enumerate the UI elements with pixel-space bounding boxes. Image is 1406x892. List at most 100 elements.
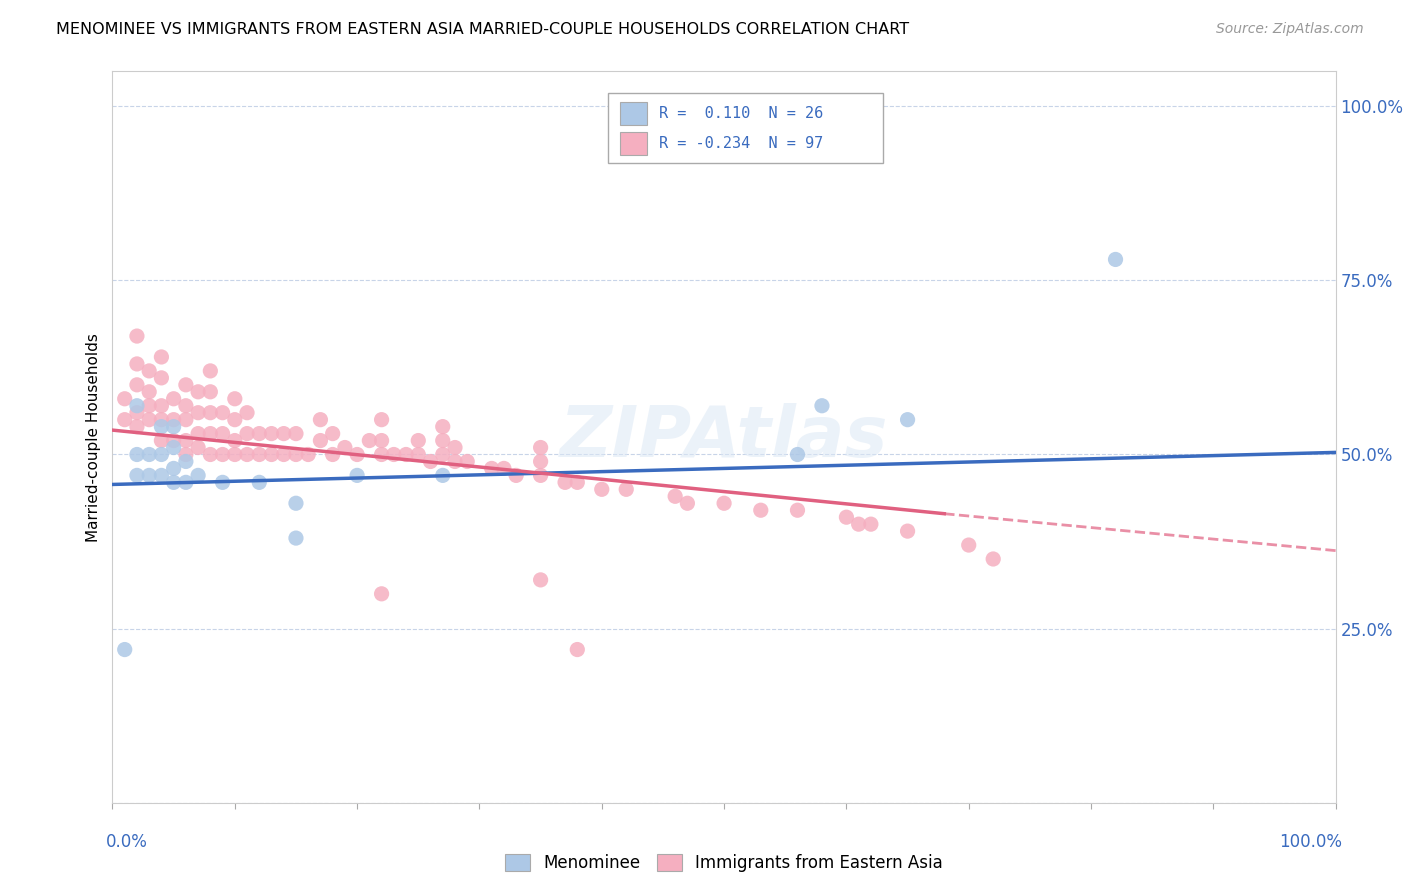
Point bbox=[211, 448, 233, 462]
Point bbox=[395, 448, 418, 462]
Point bbox=[125, 419, 148, 434]
Point bbox=[163, 475, 186, 490]
Point bbox=[284, 448, 308, 462]
Point bbox=[322, 426, 344, 441]
Point bbox=[432, 468, 454, 483]
Point bbox=[481, 461, 503, 475]
Point bbox=[419, 454, 441, 468]
Point bbox=[786, 448, 808, 462]
Y-axis label: Married-couple Households: Married-couple Households bbox=[86, 333, 101, 541]
Point bbox=[529, 573, 551, 587]
Point bbox=[174, 399, 197, 413]
Point bbox=[370, 587, 392, 601]
Point bbox=[1104, 252, 1126, 267]
Point bbox=[187, 468, 209, 483]
Point bbox=[163, 461, 186, 475]
Point bbox=[236, 426, 259, 441]
Point bbox=[432, 419, 454, 434]
Text: ZIPAtlas: ZIPAtlas bbox=[560, 402, 889, 472]
Point bbox=[125, 329, 148, 343]
Point bbox=[236, 448, 259, 462]
Point bbox=[150, 434, 173, 448]
Point bbox=[138, 412, 160, 426]
Point bbox=[284, 426, 308, 441]
Text: Source: ZipAtlas.com: Source: ZipAtlas.com bbox=[1216, 22, 1364, 37]
Point bbox=[174, 454, 197, 468]
Point bbox=[187, 406, 209, 420]
Point bbox=[614, 483, 637, 497]
Point bbox=[309, 412, 332, 426]
Point bbox=[163, 392, 186, 406]
FancyBboxPatch shape bbox=[620, 102, 647, 126]
Point bbox=[224, 434, 246, 448]
Point bbox=[138, 384, 160, 399]
Point bbox=[150, 399, 173, 413]
Point bbox=[187, 384, 209, 399]
Point bbox=[811, 399, 834, 413]
FancyBboxPatch shape bbox=[607, 94, 883, 162]
Point bbox=[749, 503, 772, 517]
Point bbox=[591, 483, 613, 497]
Text: 0.0%: 0.0% bbox=[107, 833, 148, 851]
Point bbox=[408, 448, 430, 462]
Point bbox=[114, 392, 136, 406]
Point bbox=[125, 357, 148, 371]
Point bbox=[713, 496, 735, 510]
Point bbox=[492, 461, 515, 475]
Point bbox=[456, 454, 478, 468]
Point bbox=[346, 468, 368, 483]
Point bbox=[125, 406, 148, 420]
Point bbox=[138, 448, 160, 462]
Point bbox=[200, 406, 222, 420]
Point bbox=[125, 399, 148, 413]
Point bbox=[174, 448, 197, 462]
Point bbox=[247, 448, 270, 462]
Point bbox=[163, 419, 186, 434]
Point bbox=[114, 412, 136, 426]
Point bbox=[567, 642, 589, 657]
Point bbox=[897, 412, 920, 426]
Point bbox=[260, 426, 283, 441]
Point bbox=[297, 448, 319, 462]
Point bbox=[211, 426, 233, 441]
Point bbox=[444, 441, 467, 455]
Point bbox=[163, 434, 186, 448]
Point bbox=[505, 468, 527, 483]
Point bbox=[150, 448, 173, 462]
Point bbox=[370, 448, 392, 462]
Point bbox=[174, 434, 197, 448]
Point bbox=[125, 448, 148, 462]
Point bbox=[309, 434, 332, 448]
Point bbox=[125, 468, 148, 483]
Point bbox=[200, 448, 222, 462]
Point bbox=[211, 475, 233, 490]
Point bbox=[346, 448, 368, 462]
Point bbox=[174, 412, 197, 426]
Point bbox=[114, 642, 136, 657]
Point bbox=[432, 448, 454, 462]
Point bbox=[382, 448, 405, 462]
Point bbox=[150, 412, 173, 426]
Point bbox=[150, 419, 173, 434]
Point bbox=[200, 426, 222, 441]
FancyBboxPatch shape bbox=[620, 132, 647, 155]
Point bbox=[200, 364, 222, 378]
Point bbox=[359, 434, 381, 448]
Point bbox=[284, 531, 308, 545]
Text: R =  0.110  N = 26: R = 0.110 N = 26 bbox=[659, 106, 824, 121]
Point bbox=[322, 448, 344, 462]
Point bbox=[981, 552, 1004, 566]
Point bbox=[273, 448, 295, 462]
Point bbox=[897, 524, 920, 538]
Point bbox=[224, 392, 246, 406]
Point bbox=[273, 426, 295, 441]
Point bbox=[529, 441, 551, 455]
Point bbox=[432, 434, 454, 448]
Point bbox=[664, 489, 686, 503]
Point bbox=[174, 475, 197, 490]
Point bbox=[529, 468, 551, 483]
Point bbox=[370, 412, 392, 426]
Point bbox=[125, 377, 148, 392]
Point bbox=[138, 399, 160, 413]
Point bbox=[224, 412, 246, 426]
